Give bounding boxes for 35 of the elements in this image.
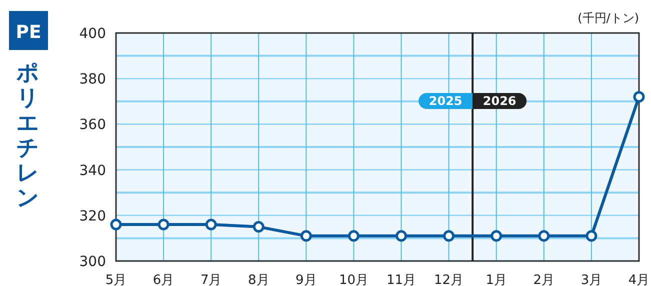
x-tick-label: 7月 — [200, 273, 222, 286]
x-tick-label: 3月 — [580, 273, 602, 286]
point — [300, 230, 312, 242]
point — [252, 221, 264, 233]
x-tick-label: 6月 — [152, 273, 174, 286]
x-tick-label: 9月 — [296, 273, 317, 286]
x-tick-label: 11月 — [386, 273, 416, 286]
point — [633, 91, 645, 103]
x-tick-label: 4月 — [628, 273, 650, 286]
x-tick-label: 2月 — [533, 273, 555, 286]
x-tick-label: 1月 — [486, 273, 508, 286]
annotation: 2025 — [428, 94, 462, 108]
y-tick-label: 400 — [79, 26, 106, 42]
annotation: 2026 — [482, 94, 516, 108]
y-axis-title: ポリエチレン — [16, 61, 40, 211]
chart-title: PE — [16, 22, 42, 43]
point — [490, 230, 502, 242]
y-tick-label: 320 — [79, 208, 106, 224]
y-tick-label: 340 — [79, 162, 106, 179]
x-tick-label: 12月 — [434, 273, 464, 286]
point — [348, 230, 360, 242]
point — [443, 230, 455, 242]
point — [158, 218, 170, 230]
x-tick-label: 8月 — [248, 273, 270, 286]
point — [205, 218, 217, 230]
point — [538, 230, 550, 242]
point — [396, 230, 408, 242]
x-tick-label: 10月 — [338, 273, 368, 286]
y-tick-label: 360 — [79, 117, 106, 134]
x-tick-label: 5月 — [105, 273, 127, 286]
point — [110, 218, 122, 230]
text: (千円/トン) — [578, 11, 639, 25]
y-tick-label: 300 — [79, 254, 106, 270]
point — [586, 230, 598, 242]
y-tick-label: 380 — [79, 72, 106, 88]
